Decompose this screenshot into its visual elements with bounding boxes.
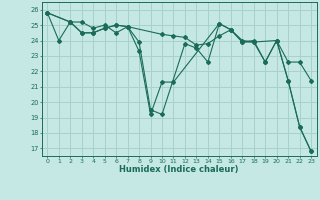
X-axis label: Humidex (Indice chaleur): Humidex (Indice chaleur) [119, 165, 239, 174]
